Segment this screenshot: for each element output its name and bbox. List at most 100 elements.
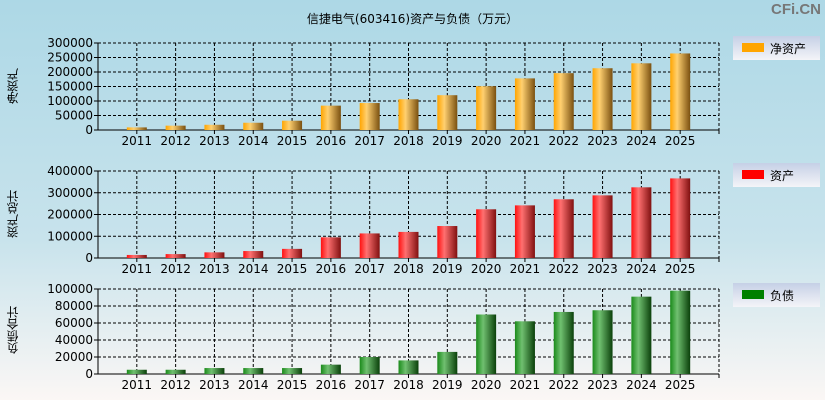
x-tick-label: 2019	[432, 378, 463, 392]
y-tick-label: 300000	[47, 186, 93, 200]
bar-2019	[437, 226, 458, 258]
bar-2021	[514, 78, 535, 130]
x-tick-label: 2016	[316, 134, 347, 148]
x-tick-label: 2015	[277, 134, 308, 148]
y-tick-label: 300000	[47, 36, 93, 50]
y-tick-label: 40000	[55, 333, 93, 347]
bar-2013	[204, 368, 225, 374]
bar-2017	[359, 103, 380, 130]
legend-net-assets: 净资产	[733, 36, 820, 60]
x-tick-label: 2025	[665, 134, 696, 148]
x-tick-label: 2020	[471, 378, 502, 392]
bar-2021	[514, 321, 535, 374]
x-tick-label: 2022	[548, 134, 579, 148]
x-tick-label: 2017	[354, 134, 385, 148]
x-tick-label: 2023	[587, 262, 618, 276]
bar-2022	[553, 199, 574, 258]
bar-2012	[165, 125, 186, 130]
bar-2014	[243, 368, 264, 374]
bar-2013	[204, 252, 225, 258]
x-tick-label: 2019	[432, 134, 463, 148]
legend-swatch	[742, 170, 764, 179]
bar-2011	[126, 127, 147, 130]
bar-2014	[243, 122, 264, 130]
bar-2016	[320, 105, 341, 130]
x-tick-label: 2018	[393, 134, 424, 148]
x-tick-label: 2020	[471, 262, 502, 276]
bar-2015	[282, 120, 303, 130]
y-tick-label: 400000	[47, 164, 93, 178]
x-tick-label: 2013	[199, 134, 230, 148]
legend-label: 净资产	[770, 42, 807, 56]
y-tick-label: 200000	[47, 208, 93, 222]
x-tick-label: 2014	[238, 134, 269, 148]
bar-2024	[631, 296, 652, 374]
x-tick-label: 2017	[354, 262, 385, 276]
y-tick-label: 80000	[55, 299, 93, 313]
cfi-logo: CFi.CN	[771, 1, 821, 18]
x-tick-label: 2012	[160, 262, 191, 276]
x-tick-label: 2018	[393, 262, 424, 276]
x-tick-label: 2011	[122, 378, 153, 392]
bar-2012	[165, 369, 186, 374]
bar-2015	[282, 248, 303, 258]
x-tick-label: 2014	[238, 262, 269, 276]
x-tick-label: 2022	[548, 262, 579, 276]
x-tick-label: 2017	[354, 378, 385, 392]
x-tick-label: 2024	[626, 378, 657, 392]
y-tick-label: 250000	[47, 51, 93, 65]
bar-2024	[631, 63, 652, 130]
bar-2012	[165, 254, 186, 258]
bar-2018	[398, 360, 419, 374]
y-tick-label: 20000	[55, 350, 93, 364]
bar-2013	[204, 124, 225, 130]
x-tick-label: 2024	[626, 134, 657, 148]
legend-total-liabilities: 负债	[733, 283, 820, 307]
x-tick-label: 2025	[665, 262, 696, 276]
x-tick-label: 2012	[160, 134, 191, 148]
x-tick-label: 2021	[510, 262, 541, 276]
x-tick-label: 2021	[510, 378, 541, 392]
bar-2022	[553, 73, 574, 130]
bar-2018	[398, 99, 419, 130]
bar-2025	[670, 290, 691, 374]
x-tick-label: 2011	[122, 262, 153, 276]
legend-total-assets: 资产	[733, 163, 820, 187]
y-tick-label: 150000	[47, 80, 93, 94]
x-tick-label: 2023	[587, 134, 618, 148]
chart-title: 信捷电气(603416)资产与负债（万元）	[306, 12, 519, 26]
y-tick-label: 200000	[47, 65, 93, 79]
bar-2024	[631, 187, 652, 258]
x-tick-label: 2023	[587, 378, 618, 392]
legend-label: 负债	[770, 289, 795, 303]
bar-2016	[320, 364, 341, 374]
bar-2011	[126, 369, 147, 374]
x-tick-label: 2021	[510, 134, 541, 148]
bar-2021	[514, 205, 535, 258]
legend-swatch	[742, 290, 764, 299]
y-tick-label: 0	[85, 367, 93, 381]
ylabel-total-assets: 资产总计	[6, 190, 20, 238]
x-tick-label: 2016	[316, 262, 347, 276]
x-tick-label: 2020	[471, 134, 502, 148]
x-tick-label: 2018	[393, 378, 424, 392]
bar-2020	[476, 209, 497, 258]
bar-2011	[126, 254, 147, 258]
y-tick-label: 100000	[47, 229, 93, 243]
bar-2019	[437, 95, 458, 130]
y-tick-label: 100000	[47, 282, 93, 296]
x-tick-label: 2015	[277, 262, 308, 276]
bar-2020	[476, 314, 497, 374]
y-tick-label: 100000	[47, 94, 93, 108]
x-tick-label: 2014	[238, 378, 269, 392]
y-tick-label: 60000	[55, 316, 93, 330]
x-tick-label: 2025	[665, 378, 696, 392]
legend-label: 资产	[770, 169, 795, 183]
bar-2015	[282, 368, 303, 374]
bar-2022	[553, 311, 574, 374]
bar-2016	[320, 237, 341, 258]
x-tick-label: 2015	[277, 378, 308, 392]
bar-2014	[243, 251, 264, 258]
ylabel-total-liabilities: 负债合计	[6, 306, 20, 354]
